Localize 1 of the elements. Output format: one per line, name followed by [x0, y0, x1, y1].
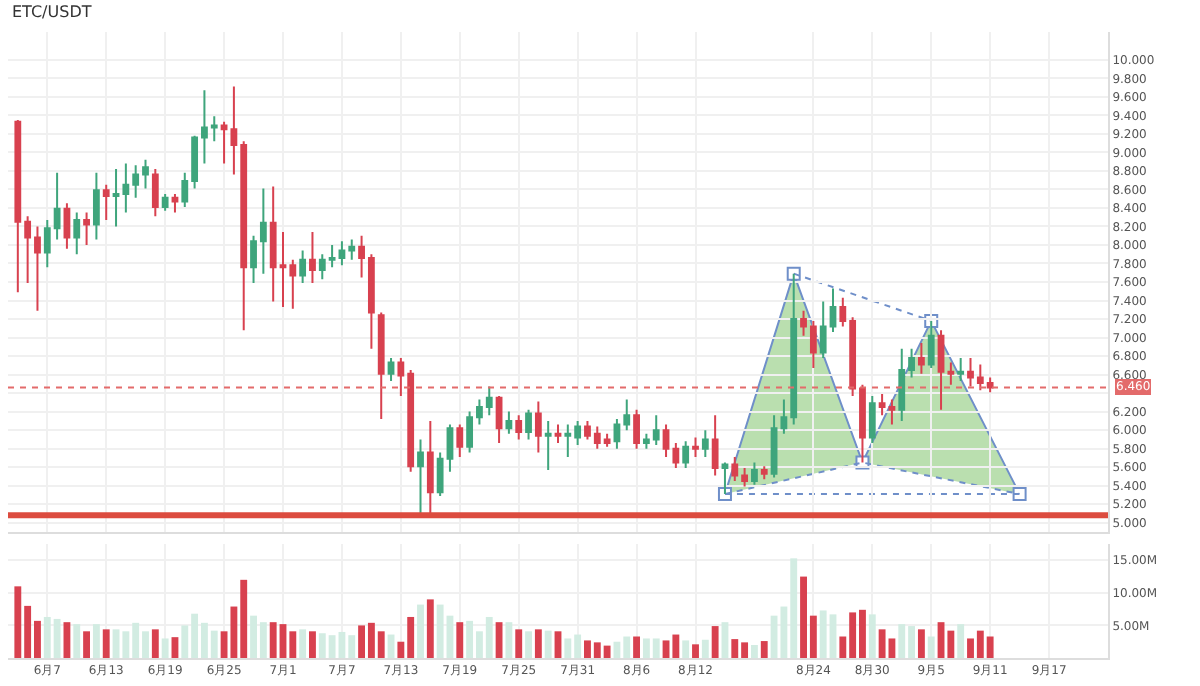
chart-title: ETC/USDT — [12, 2, 92, 21]
